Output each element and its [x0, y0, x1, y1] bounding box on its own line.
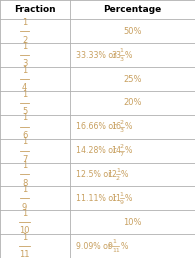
- Text: 25%: 25%: [123, 75, 142, 84]
- Text: 9: 9: [107, 241, 112, 251]
- Text: 8: 8: [22, 179, 27, 188]
- Text: Fraction: Fraction: [14, 5, 56, 14]
- Text: %: %: [121, 170, 128, 179]
- Text: 1: 1: [22, 233, 27, 242]
- Text: %: %: [125, 194, 132, 203]
- Text: 12: 12: [107, 170, 117, 179]
- Text: 2: 2: [22, 36, 27, 45]
- Text: 7: 7: [22, 155, 27, 164]
- Text: 1: 1: [22, 209, 27, 218]
- Text: 9: 9: [22, 203, 27, 212]
- Text: 14: 14: [111, 146, 121, 155]
- Text: 4: 4: [22, 83, 27, 92]
- Text: 20%: 20%: [123, 98, 142, 107]
- Text: %: %: [125, 146, 132, 155]
- Text: 3: 3: [120, 57, 124, 62]
- Text: 2: 2: [116, 176, 120, 181]
- Text: 1: 1: [120, 49, 124, 53]
- Text: 10: 10: [19, 227, 30, 236]
- Text: 7: 7: [120, 152, 124, 157]
- Text: 6: 6: [22, 131, 27, 140]
- Text: 1: 1: [112, 239, 116, 244]
- Text: %: %: [125, 51, 132, 60]
- Text: 12.5% or: 12.5% or: [76, 170, 111, 179]
- Text: 1: 1: [22, 18, 27, 27]
- Text: %: %: [125, 122, 132, 131]
- Text: 14.28% or: 14.28% or: [76, 146, 116, 155]
- Text: Percentage: Percentage: [104, 5, 162, 14]
- Text: 3: 3: [22, 59, 27, 68]
- Text: 1: 1: [22, 161, 27, 170]
- Text: 11: 11: [112, 248, 120, 253]
- Text: 9: 9: [120, 200, 124, 205]
- Text: 33: 33: [111, 51, 121, 60]
- Text: 1: 1: [22, 114, 27, 123]
- Text: %: %: [120, 241, 128, 251]
- Text: 2: 2: [120, 120, 124, 125]
- Text: 11: 11: [19, 250, 30, 258]
- Text: 11: 11: [111, 194, 121, 203]
- Text: 1: 1: [22, 66, 27, 75]
- Text: 1: 1: [22, 90, 27, 99]
- Text: 1: 1: [22, 137, 27, 146]
- Text: 16: 16: [111, 122, 121, 131]
- Text: 16.66% or: 16.66% or: [76, 122, 116, 131]
- Text: 33.33% or: 33.33% or: [76, 51, 116, 60]
- Text: 2: 2: [120, 144, 124, 149]
- Text: 3: 3: [120, 128, 124, 133]
- Text: 5: 5: [22, 107, 27, 116]
- Text: 50%: 50%: [123, 27, 142, 36]
- Text: 10%: 10%: [123, 218, 142, 227]
- Text: 1: 1: [120, 192, 124, 197]
- Text: 1: 1: [22, 42, 27, 51]
- Text: 11.11% or: 11.11% or: [76, 194, 116, 203]
- Text: 1: 1: [22, 185, 27, 194]
- Text: 1: 1: [116, 168, 120, 173]
- Text: 9.09% or: 9.09% or: [76, 241, 111, 251]
